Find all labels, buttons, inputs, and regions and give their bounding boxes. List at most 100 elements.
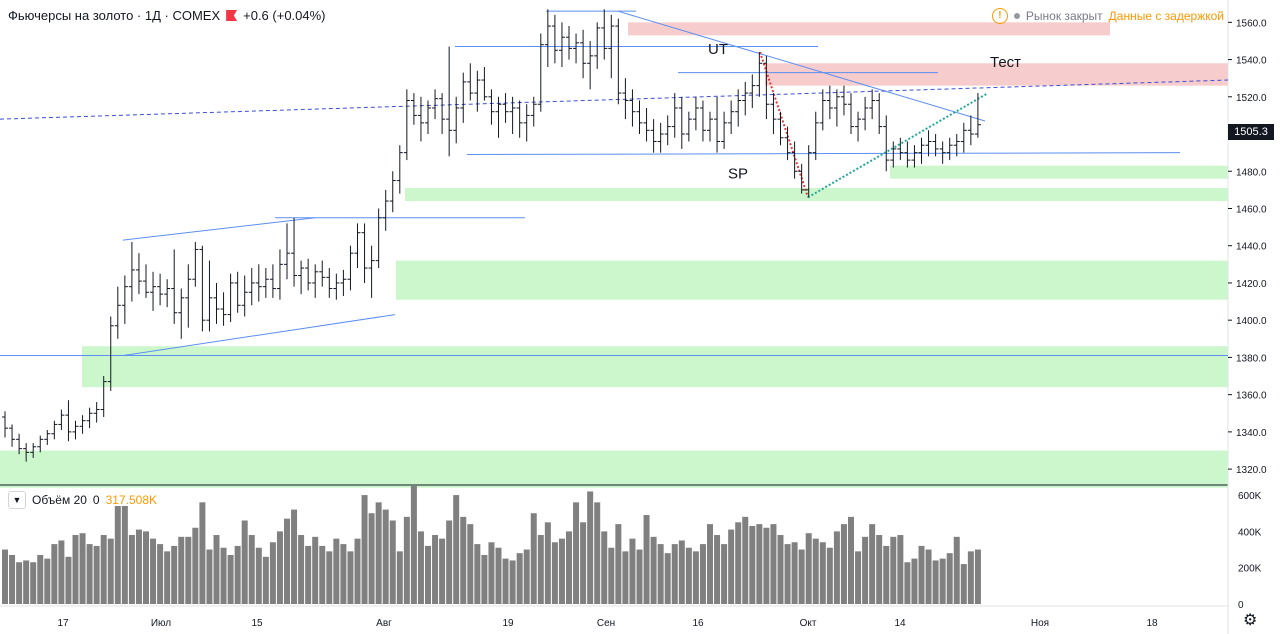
volume-bar [439, 538, 446, 604]
time-tick-label: 17 [57, 618, 69, 629]
volume-bar [876, 535, 883, 604]
ohlc-bar [2, 411, 8, 438]
ohlc-bar [594, 22, 601, 69]
ohlc-bar [269, 264, 276, 298]
ohlc-bar [530, 96, 537, 127]
ohlc-bar [791, 141, 798, 179]
ohlc-bar [566, 26, 572, 60]
volume-bar [784, 544, 791, 604]
channel-upper [122, 217, 316, 241]
support-zone [82, 346, 1228, 388]
ohlc-bar [227, 273, 234, 323]
volume-bar [812, 538, 819, 604]
ohlc-bar [79, 415, 86, 434]
ohlc-bar [44, 430, 51, 445]
ohlc-bar [967, 115, 974, 146]
flag-icon[interactable] [226, 10, 238, 21]
ohlc-bar [855, 111, 862, 142]
ohlc-bar [580, 29, 587, 79]
ohlc-bar [361, 223, 368, 283]
ohlc-bar [425, 100, 431, 135]
symbol-title[interactable]: Фьючерсы на золото · 1Д · COMEX [8, 8, 221, 23]
volume-bar [164, 551, 171, 604]
volume-bar [763, 527, 770, 604]
volume-bar [685, 547, 692, 604]
volume-label: Объём 20 [32, 493, 87, 507]
dashed-trendline [0, 79, 1229, 120]
ohlc-bar [347, 245, 354, 291]
volume-bar [566, 531, 572, 604]
volume-bar [932, 560, 939, 604]
ohlc-bar [763, 55, 770, 120]
time-tick-label: 18 [1146, 618, 1158, 629]
time-tick-label: Июл [151, 618, 171, 629]
ohlc-bar [685, 111, 692, 142]
volume-bar [262, 556, 269, 604]
time-tick-label: 15 [251, 618, 263, 629]
volume-bar [227, 554, 234, 604]
ohlc-bar [650, 119, 657, 153]
ohlc-bar [157, 273, 164, 306]
exclamation-circle-icon[interactable]: ! [991, 8, 1008, 24]
ohlc-bar [671, 93, 678, 138]
ohlc-bar [375, 208, 382, 269]
volume-bar [544, 522, 551, 604]
volume-bar [960, 564, 967, 604]
ohlc-bar [312, 264, 319, 298]
ohlc-bar [819, 89, 826, 131]
ohlc-bar [65, 400, 72, 442]
ohlc-bar [770, 93, 777, 135]
volume-bar [897, 535, 904, 604]
ohlc-bar [622, 78, 629, 120]
ohlc-bar [86, 407, 93, 429]
volume-bar [291, 509, 298, 604]
ohlc-bar [93, 402, 100, 423]
ohlc-bar [502, 93, 509, 123]
gear-icon[interactable]: ⚙ [1243, 612, 1258, 629]
ohlc-bar [453, 96, 460, 144]
chevron-down-icon[interactable]: ▼ [8, 491, 26, 509]
price-tick-label: 1380.0 [1236, 353, 1267, 364]
volume-bar [51, 544, 58, 604]
volume-bar [770, 524, 777, 604]
ohlc-bar [410, 93, 417, 125]
volume-legend: ▼ Объём 20 0 317.508K [8, 491, 157, 509]
ohlc-bar [319, 260, 326, 287]
ohlc-bar [678, 96, 685, 149]
volume-bar [516, 553, 523, 604]
resistance-zone [628, 22, 1110, 36]
resistance-zone [765, 63, 1228, 86]
volume-bar [312, 536, 319, 604]
ohlc-bar [474, 70, 481, 112]
volume-bar [361, 495, 368, 604]
grid-layer [0, 0, 1229, 634]
volume-value-1: 0 [92, 493, 100, 507]
ohlc-bar [862, 96, 869, 131]
price-tick-label: 1400.0 [1236, 316, 1267, 327]
ohlc-bar [37, 435, 44, 453]
volume-bar [319, 545, 326, 604]
volume-bar [918, 545, 925, 604]
volume-bar [368, 513, 375, 604]
delayed-data-link[interactable]: Данные с задержкой [1108, 9, 1224, 23]
ohlc-bar [72, 420, 79, 440]
ohlc-bar [833, 89, 840, 127]
volume-bar [9, 554, 16, 604]
volume-bar [460, 516, 467, 604]
volume-bar [855, 551, 862, 604]
volume-bar [192, 527, 199, 604]
volume-bar [523, 549, 530, 604]
volume-bar [558, 538, 565, 604]
volume-bar [58, 540, 65, 604]
volume-bar [474, 544, 481, 604]
volume-bar [248, 535, 255, 604]
ohlc-bar [298, 260, 305, 295]
ohlc-bar [897, 137, 904, 161]
ohlc-bar [305, 258, 312, 291]
volume-bar [389, 520, 396, 604]
volume-bar [749, 525, 756, 604]
ohlc-bar [558, 22, 565, 68]
volume-bar [467, 524, 474, 604]
volume-bar [714, 535, 721, 604]
